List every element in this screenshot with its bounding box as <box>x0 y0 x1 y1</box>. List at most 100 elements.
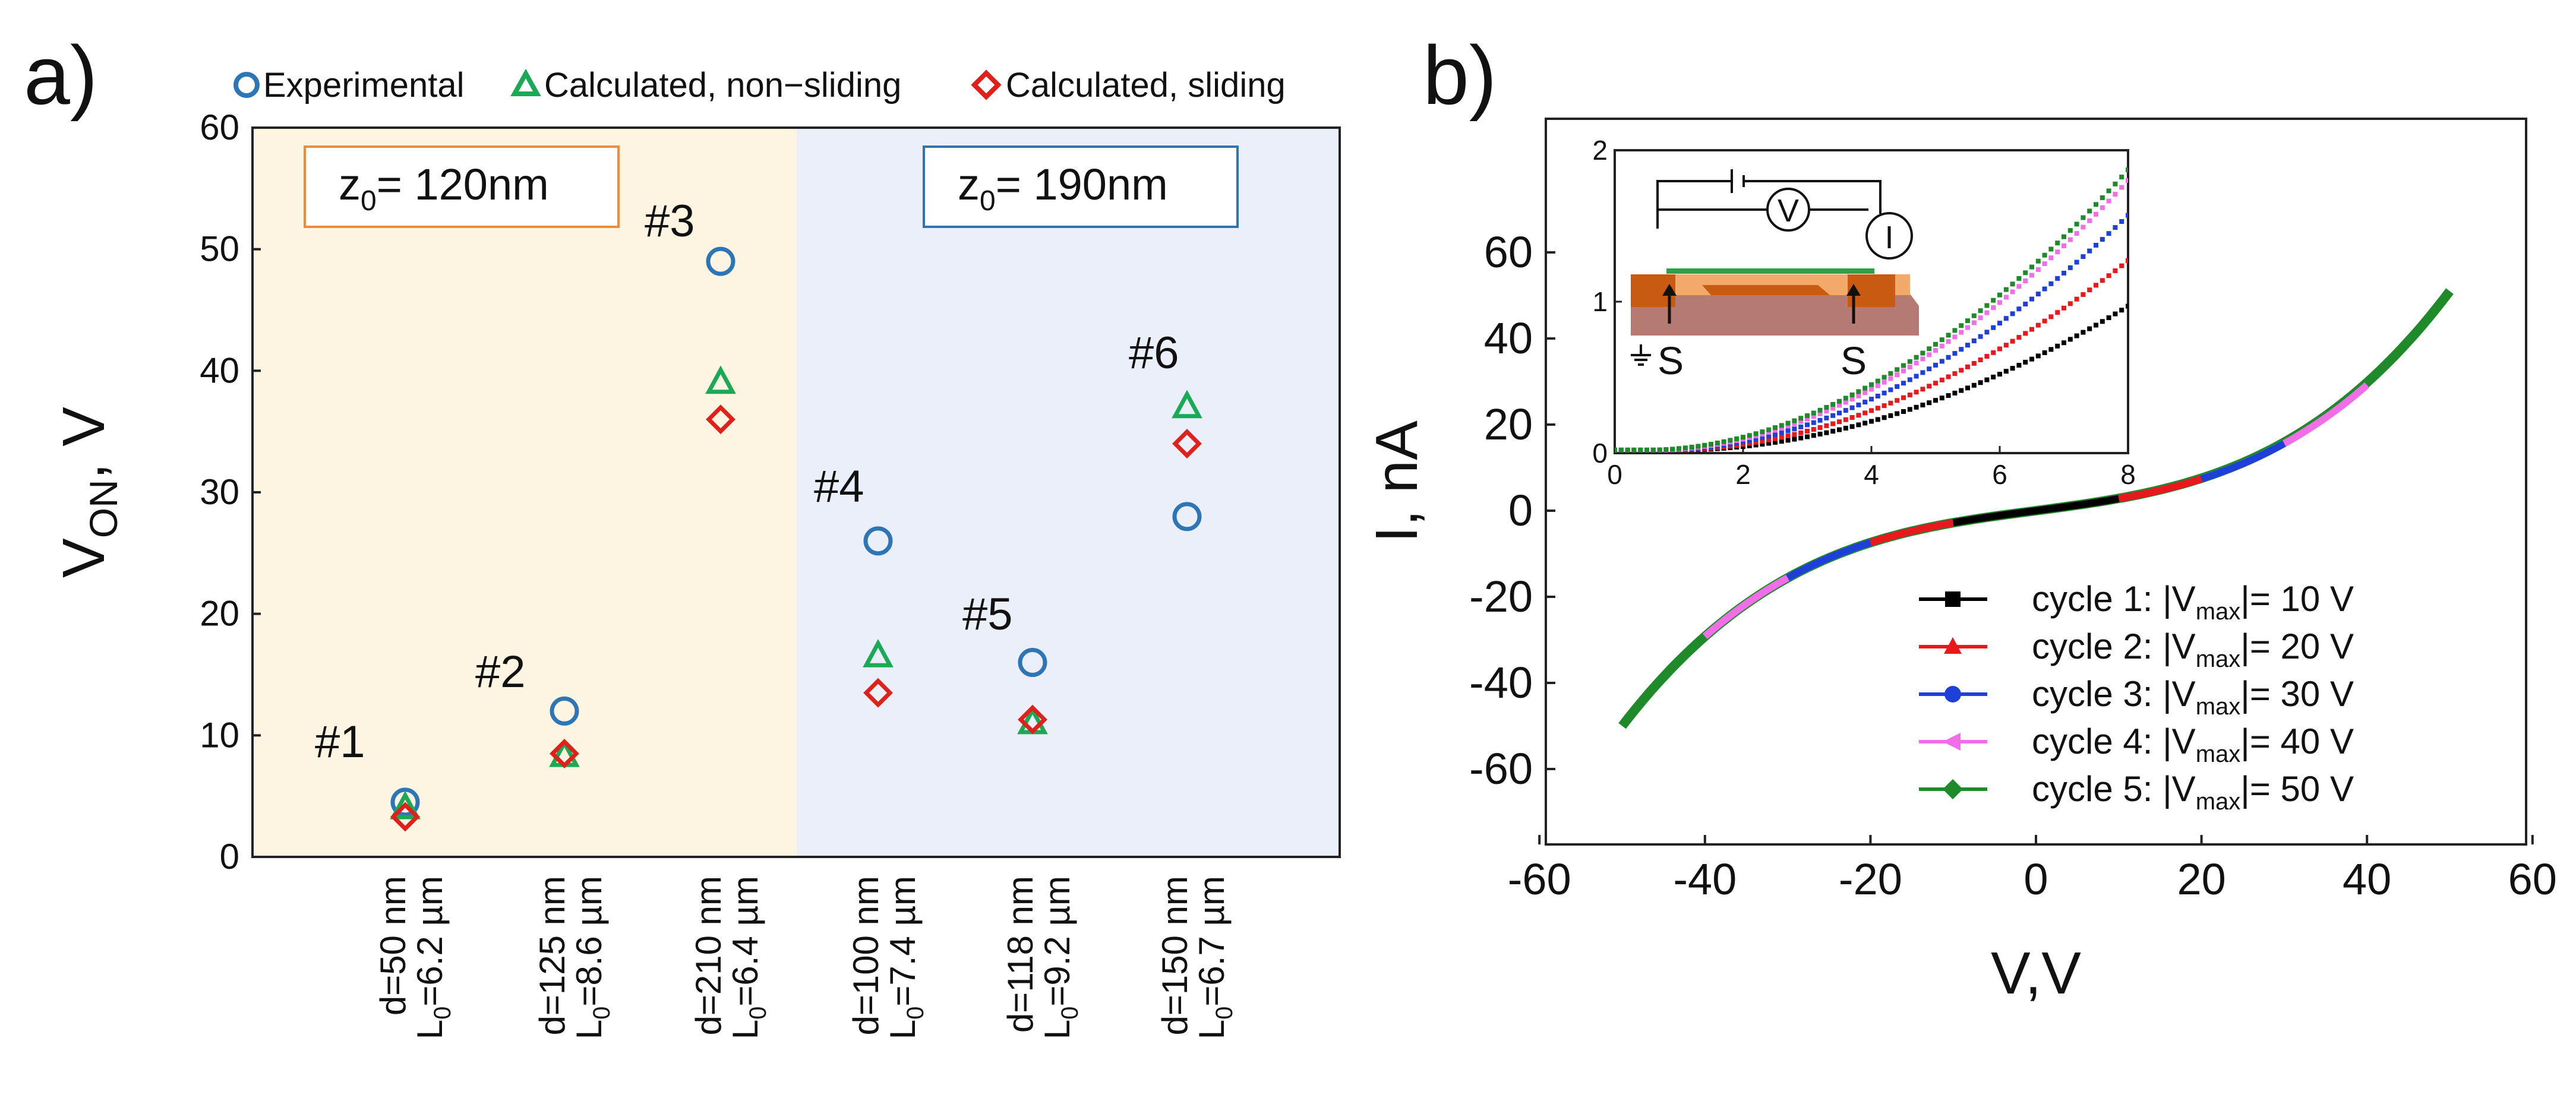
inset-plot: 0 2 4 6 8 0 1 2 V I <box>1592 135 2135 490</box>
panel-b-y-tick-label: 40 <box>1484 314 1533 363</box>
panel-a-y-tick-label: 0 <box>220 837 239 876</box>
z0-left-main: z <box>339 160 361 209</box>
point-triangle-s1 <box>390 790 421 819</box>
point-diamond-s3 <box>706 404 735 435</box>
sample-id-label: #2 <box>475 647 526 697</box>
panel-a-y-axis-label: VON, V <box>50 407 125 578</box>
category-label-line2: L0=6.2 µm <box>410 876 456 1039</box>
category-label-line2: L0=6.7 µm <box>1192 876 1238 1039</box>
legend-label-cycle-4: cycle 4: |Vmax|= 40 V <box>2032 722 2354 767</box>
panel-b-x-tick-label: -60 <box>1508 855 1571 904</box>
legend-marker-cycle-3 <box>1944 686 1961 703</box>
panel-a-label: a) <box>24 29 97 122</box>
category-label-line1: d=100 nm <box>846 876 886 1036</box>
category-label-line2: L0=9.2 µm <box>1037 876 1083 1039</box>
circuit-v-label: V <box>1778 193 1799 229</box>
svg-text:z0= 120nm: z0= 120nm <box>339 160 549 217</box>
svg-text:z0= 190nm: z0= 190nm <box>958 160 1168 217</box>
panel-b-curves <box>1618 288 2454 729</box>
legend-experimental-marker <box>233 72 260 98</box>
panel-a-legend: Experimental Calculated, non−sliding Cal… <box>233 66 1286 105</box>
legend-marker-cycle-4 <box>1943 733 1961 751</box>
category-label-line2: L0=6.4 µm <box>725 876 771 1039</box>
category-label-line1: d=50 nm <box>373 876 413 1015</box>
legend-sliding-label: Calculated, sliding <box>1006 66 1286 105</box>
point-triangle-s6 <box>1172 390 1202 419</box>
circuit-i-label: I <box>1884 220 1893 255</box>
ammeter-icon <box>1865 212 1913 260</box>
panel-b-x-tick-label: 40 <box>2343 855 2391 904</box>
panel-b-x-tick-label: 60 <box>2508 855 2557 904</box>
legend-label-cycle-5: cycle 5: |Vmax|= 50 V <box>2032 769 2354 815</box>
legend-non-sliding-marker <box>510 68 541 96</box>
sample-id-label: #5 <box>962 589 1013 640</box>
point-circle-s2 <box>550 696 579 726</box>
inset-x-tick-label: 8 <box>2120 459 2136 490</box>
z0-left-box: z0= 120nm <box>304 145 620 228</box>
category-label-line1: d=210 nm <box>689 876 728 1036</box>
point-circle-s6 <box>1172 502 1202 531</box>
point-circle-s1 <box>390 787 420 817</box>
z0-right-main: z <box>958 160 980 209</box>
legend-marker-cycle-2 <box>1944 637 1962 654</box>
panel-a-y-tick-label: 40 <box>200 350 239 390</box>
inset-y-tick-label: 1 <box>1592 286 1608 317</box>
point-triangle-s3 <box>705 365 736 394</box>
point-diamond-s1 <box>390 802 420 832</box>
panel-a-y-tick-label: 30 <box>200 472 239 512</box>
legend-experimental-label: Experimental <box>263 66 464 105</box>
legend-label-cycle-3: cycle 3: |Vmax|= 30 V <box>2032 674 2354 720</box>
category-label-line1: d=150 nm <box>1155 876 1195 1036</box>
point-triangle-s4 <box>863 638 894 667</box>
category-label-line2: L0=7.4 µm <box>883 876 929 1039</box>
iv-curve-cycle-1 <box>1951 495 2121 527</box>
point-circle-s5 <box>1018 648 1047 678</box>
sample-id-label: #1 <box>315 717 365 767</box>
category-label-line1: d=118 nm <box>1000 876 1040 1033</box>
point-circle-s4 <box>863 526 893 556</box>
inset-curve-cycle-5 <box>1615 167 2128 453</box>
panel-b-label: b) <box>1423 29 1497 122</box>
panel-a-y-tick-label: 60 <box>200 107 239 147</box>
point-diamond-s5 <box>1018 704 1047 735</box>
legend-marker-cycle-5 <box>1943 779 1963 799</box>
sample-id-label: #6 <box>1129 328 1179 378</box>
inset-s-right-label: S <box>1841 338 1867 382</box>
legend-label-cycle-2: cycle 2: |Vmax|= 20 V <box>2032 626 2354 672</box>
panel-a: a) Experimental Calculated, non−sliding … <box>24 29 1341 1039</box>
z0-right-rest: = 190nm <box>996 160 1168 209</box>
legend-non-sliding-label: Calculated, non−sliding <box>544 66 901 105</box>
panel-b-y-tick-label: 0 <box>1508 486 1533 535</box>
z0-left-sub: 0 <box>361 185 377 217</box>
legend-label-cycle-1: cycle 1: |Vmax|= 10 V <box>2032 579 2354 625</box>
sample-id-label: #3 <box>645 196 695 246</box>
category-label-line1: d=125 nm <box>532 876 572 1036</box>
panel-b-y-tick-label: -40 <box>1469 658 1533 707</box>
legend-sliding-marker <box>971 69 1002 100</box>
inset-y-tick-label: 0 <box>1592 438 1608 469</box>
inset-curves <box>1615 167 2128 453</box>
inset-ticks: 0 2 4 6 8 0 1 2 <box>1592 135 2135 490</box>
panel-a-y-tick-label: 50 <box>200 229 239 269</box>
inset-s-left-label: S <box>1658 338 1684 382</box>
device-cross-section-icon <box>1631 268 1919 366</box>
category-label-line2: L0=8.6 µm <box>569 876 615 1039</box>
z0-right-box: z0= 190nm <box>923 145 1239 228</box>
z0-left-rest: = 120nm <box>377 160 549 209</box>
panel-a-y-ticks: 0 10 20 30 40 50 60 <box>200 107 261 876</box>
panel-b-x-tick-label: 20 <box>2177 855 2225 904</box>
legend-marker-cycle-1 <box>1945 591 1961 607</box>
point-diamond-s4 <box>863 678 893 708</box>
inset-x-tick-label: 6 <box>1992 459 2007 490</box>
panel-b-x-tick-label: -40 <box>1673 855 1737 904</box>
inset-y-tick-label: 2 <box>1592 135 1608 166</box>
